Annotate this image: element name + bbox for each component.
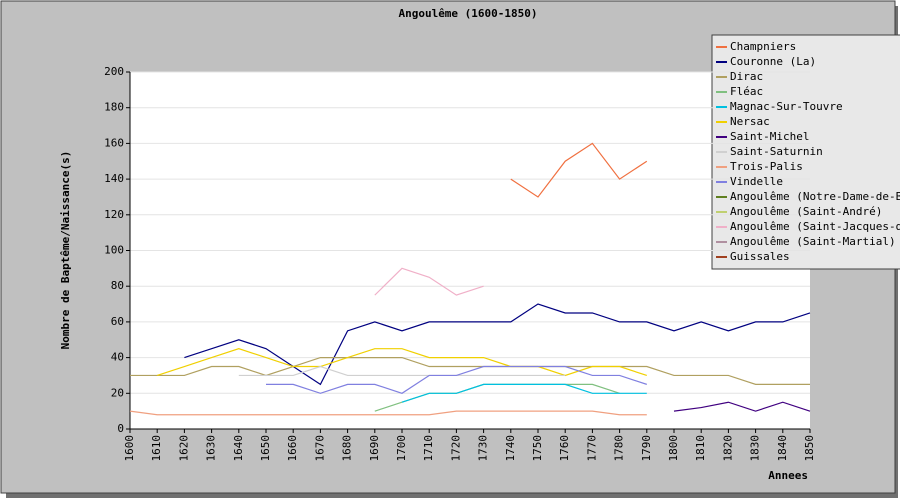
legend-label: Saint-Saturnin [730, 145, 823, 158]
x-tick-label: 1780 [613, 435, 626, 462]
x-tick-label: 1630 [205, 435, 218, 462]
x-tick-label: 1670 [313, 435, 326, 462]
x-tick-label: 1700 [395, 435, 408, 462]
x-axis-label: Annees [768, 469, 808, 482]
x-tick-label: 1810 [694, 435, 707, 462]
x-tick-label: 1660 [286, 435, 299, 462]
series-line [184, 303, 811, 386]
y-tick-label: 0 [117, 422, 124, 435]
x-tick-label: 1730 [477, 435, 490, 462]
legend-label: Champniers [730, 40, 796, 53]
legend-label: Magnac-Sur-Touvre [730, 100, 843, 113]
y-tick-label: 160 [104, 136, 124, 149]
series-line [374, 267, 484, 296]
x-tick-label: 1690 [368, 435, 381, 462]
x-tick-label: 1710 [422, 435, 435, 462]
x-tick-label: 1820 [721, 435, 734, 462]
y-tick-label: 140 [104, 172, 124, 185]
y-tick-label: 80 [111, 279, 124, 292]
chart-title: Angoulême (1600-1850) [398, 7, 537, 20]
x-tick-label: 1650 [259, 435, 272, 462]
x-tick-label: 1750 [531, 435, 544, 462]
y-tick-label: 200 [104, 65, 124, 78]
legend-label: Angoulême (Saint-André) [730, 205, 882, 218]
x-tick-label: 1770 [585, 435, 598, 462]
legend-label: Couronne (La) [730, 55, 816, 68]
legend-label: Angoulême (Saint-Martial) [730, 235, 896, 248]
y-tick-label: 120 [104, 208, 124, 221]
legend-label: Vindelle [730, 175, 783, 188]
x-tick-label: 1850 [803, 435, 816, 462]
x-tick-label: 1680 [341, 435, 354, 462]
legend [711, 34, 900, 270]
series-line [673, 401, 811, 412]
legend-label: Fléac [730, 85, 763, 98]
x-tick-label: 1640 [232, 435, 245, 462]
series-line [510, 142, 648, 198]
x-tick-label: 1840 [776, 435, 789, 462]
x-tick-label: 1620 [177, 435, 190, 462]
x-tick-label: 1740 [504, 435, 517, 462]
y-axis-label: Nombre de Baptême/Naissance(s) [59, 151, 72, 350]
x-tick-label: 1600 [123, 435, 136, 462]
y-tick-label: 180 [104, 101, 124, 114]
x-tick-label: 1720 [449, 435, 462, 462]
x-tick-label: 1790 [640, 435, 653, 462]
legend-label: Trois-Palis [730, 160, 803, 173]
x-tick-label: 1610 [150, 435, 163, 462]
y-tick-label: 40 [111, 351, 124, 364]
x-tick-label: 1760 [558, 435, 571, 462]
x-tick-label: 1800 [667, 435, 680, 462]
series-line [238, 365, 566, 377]
legend-label: Angoulême (Notre-Dame-de-Beau [730, 190, 900, 203]
y-tick-label: 100 [104, 244, 124, 257]
y-tick-label: 60 [111, 315, 124, 328]
series-line [401, 383, 647, 403]
series-line [130, 357, 810, 385]
legend-label: Guissales [730, 250, 790, 263]
legend-label: Nersac [730, 115, 770, 128]
series-line [129, 410, 647, 416]
series-line [266, 365, 647, 394]
legend-label: Angoulême (Saint-Jacques-de- [730, 220, 900, 233]
legend-label: Dirac [730, 70, 763, 83]
legend-label: Saint-Michel [730, 130, 809, 143]
x-tick-label: 1830 [749, 435, 762, 462]
y-tick-label: 20 [111, 386, 124, 399]
